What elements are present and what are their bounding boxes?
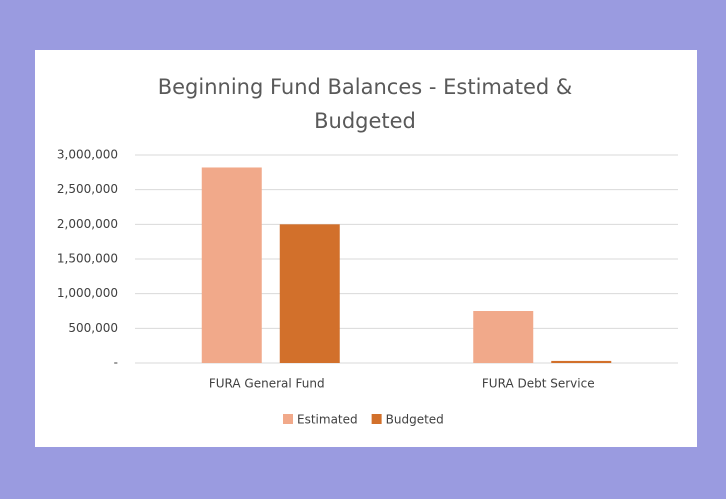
chart-title: Beginning Fund Balances - Estimated & Bu… — [157, 75, 573, 133]
y-tick-label: 1,000,000 — [57, 286, 118, 300]
y-tick-label: 1,500,000 — [57, 252, 118, 266]
x-tick-label: FURA General Fund — [209, 377, 325, 391]
y-tick-label: 2,500,000 — [57, 182, 118, 196]
legend-label: Estimated — [297, 413, 358, 427]
chart-panel — [35, 50, 697, 447]
y-tick-label: - — [114, 356, 118, 370]
bar — [201, 167, 262, 363]
bar — [473, 311, 534, 363]
legend-swatch — [371, 414, 382, 424]
bar — [279, 224, 340, 363]
y-tick-label: 2,000,000 — [57, 217, 118, 231]
bar — [551, 360, 612, 363]
x-tick-label: FURA Debt Service — [482, 377, 595, 391]
legend-label: Budgeted — [386, 413, 444, 427]
legend-swatch — [283, 414, 293, 424]
y-tick-label: 500,000 — [68, 321, 118, 335]
y-tick-label: 3,000,000 — [57, 148, 118, 162]
